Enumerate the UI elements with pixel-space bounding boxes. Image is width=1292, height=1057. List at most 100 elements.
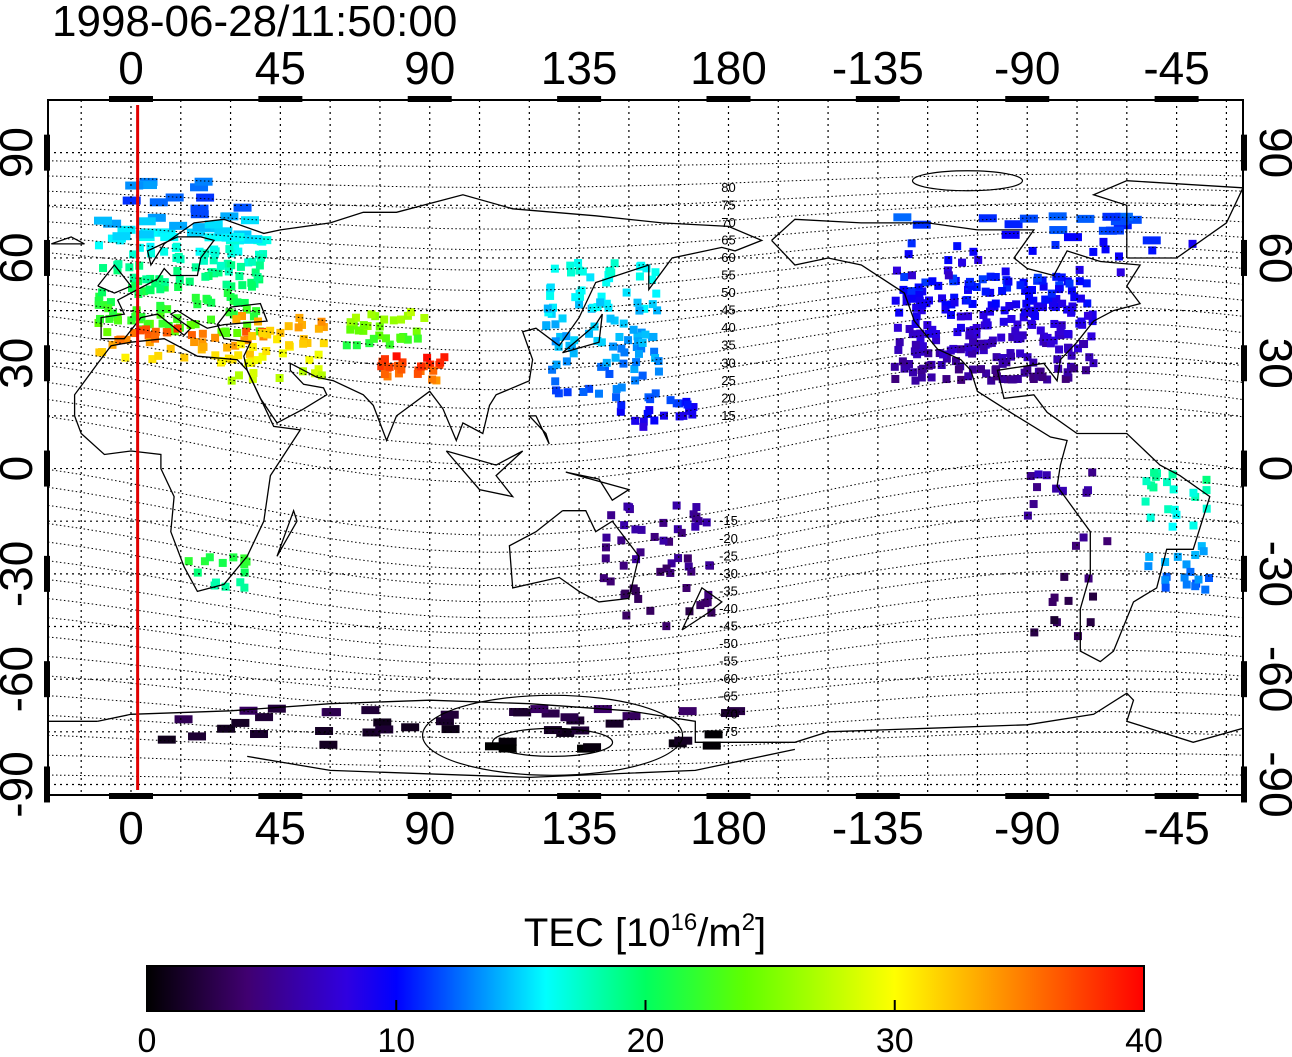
colorbar-ticks: 0 10 20 30 40 bbox=[138, 1000, 1163, 1057]
tec-point bbox=[969, 338, 978, 347]
tec-point bbox=[992, 365, 1001, 374]
tec-point bbox=[385, 362, 394, 371]
tec-point bbox=[972, 330, 981, 339]
tec-point bbox=[654, 367, 663, 376]
tec-point bbox=[953, 242, 962, 251]
tec-point bbox=[593, 336, 602, 345]
tec-point bbox=[894, 345, 903, 354]
tec-point bbox=[704, 730, 723, 739]
tec-point bbox=[1063, 233, 1082, 242]
tec-point bbox=[413, 334, 422, 343]
tec-point bbox=[188, 732, 207, 741]
tec-point bbox=[1085, 353, 1094, 362]
tec-point bbox=[987, 338, 996, 347]
tec-point bbox=[650, 532, 659, 541]
tec-point bbox=[253, 273, 262, 282]
tec-point bbox=[964, 312, 973, 321]
tec-point bbox=[1191, 550, 1200, 559]
tec-point bbox=[412, 327, 421, 336]
tec-point bbox=[972, 283, 981, 292]
coastline-segment bbox=[276, 508, 298, 557]
tec-point bbox=[377, 362, 386, 371]
colorbar-tick-label: 40 bbox=[1125, 1022, 1163, 1057]
tec-point bbox=[242, 557, 251, 566]
tec-point bbox=[1023, 353, 1032, 362]
tec-point bbox=[1197, 542, 1206, 551]
tec-point bbox=[597, 338, 606, 347]
tec-point bbox=[258, 352, 267, 361]
map-frame bbox=[47, 99, 1244, 796]
tec-point bbox=[224, 267, 233, 276]
tec-point bbox=[689, 403, 698, 412]
tec-point bbox=[129, 250, 138, 259]
tec-point bbox=[154, 351, 163, 360]
tec-point bbox=[977, 365, 986, 374]
tec-point bbox=[939, 350, 948, 359]
tec-point bbox=[248, 374, 257, 383]
tec-point bbox=[907, 239, 916, 248]
tec-point bbox=[1088, 310, 1097, 319]
tec-point bbox=[616, 407, 625, 416]
tec-point bbox=[622, 288, 631, 297]
tec-point bbox=[125, 263, 134, 272]
tec-point bbox=[401, 723, 420, 732]
tec-point bbox=[590, 322, 599, 331]
tec-point bbox=[685, 607, 694, 616]
contour-label: -30 bbox=[719, 566, 738, 581]
tec-point bbox=[941, 305, 950, 314]
tec-point bbox=[115, 236, 124, 245]
tec-point bbox=[1004, 277, 1013, 286]
tec-point bbox=[346, 318, 355, 327]
tec-point bbox=[299, 339, 308, 348]
tec-point bbox=[991, 299, 1000, 308]
tec-point bbox=[106, 298, 115, 307]
contour-label: 15 bbox=[721, 408, 735, 423]
tec-point bbox=[1041, 295, 1050, 304]
tec-point bbox=[905, 360, 914, 369]
tec-point bbox=[911, 340, 920, 349]
tec-point bbox=[346, 325, 355, 334]
tec-point bbox=[267, 704, 286, 713]
tec-point bbox=[198, 329, 207, 338]
tec-point bbox=[266, 326, 275, 335]
tec-point bbox=[1161, 576, 1170, 585]
tec-point bbox=[650, 347, 659, 356]
tec-point bbox=[248, 257, 257, 266]
tec-point bbox=[974, 255, 983, 264]
tec-point bbox=[227, 249, 236, 258]
tec-point bbox=[131, 312, 140, 321]
tec-point bbox=[1048, 212, 1067, 221]
tec-point bbox=[605, 369, 614, 378]
tec-point bbox=[1034, 372, 1043, 381]
tec-point bbox=[175, 275, 184, 284]
tec-point bbox=[605, 719, 624, 728]
tec-point bbox=[643, 409, 652, 418]
tec-point bbox=[240, 298, 249, 307]
tec-point bbox=[381, 334, 390, 343]
tec-point bbox=[253, 356, 262, 365]
tec-point bbox=[1144, 562, 1153, 571]
tec-point bbox=[403, 335, 412, 344]
tec-point bbox=[597, 362, 606, 371]
contour-label: -20 bbox=[719, 531, 738, 546]
tec-point bbox=[597, 292, 606, 301]
frame-tick-top bbox=[407, 96, 452, 102]
frame-tick-bottom bbox=[706, 793, 751, 799]
tec-point bbox=[1046, 339, 1055, 348]
tec-point bbox=[1052, 294, 1061, 303]
tec-point bbox=[1063, 368, 1072, 377]
tec-point bbox=[236, 578, 245, 587]
tec-point bbox=[1049, 226, 1068, 235]
frame-tick-top bbox=[706, 96, 751, 102]
tec-point bbox=[373, 718, 392, 727]
contour-line bbox=[48, 669, 1243, 710]
tec-point bbox=[1050, 616, 1059, 625]
tec-point bbox=[949, 274, 958, 283]
tec-point bbox=[231, 242, 240, 251]
tec-point bbox=[173, 266, 182, 275]
tec-point bbox=[1009, 375, 1018, 384]
tec-point bbox=[180, 353, 189, 362]
tec-point bbox=[895, 338, 904, 347]
tec-point bbox=[617, 536, 626, 545]
tec-point bbox=[662, 564, 671, 573]
